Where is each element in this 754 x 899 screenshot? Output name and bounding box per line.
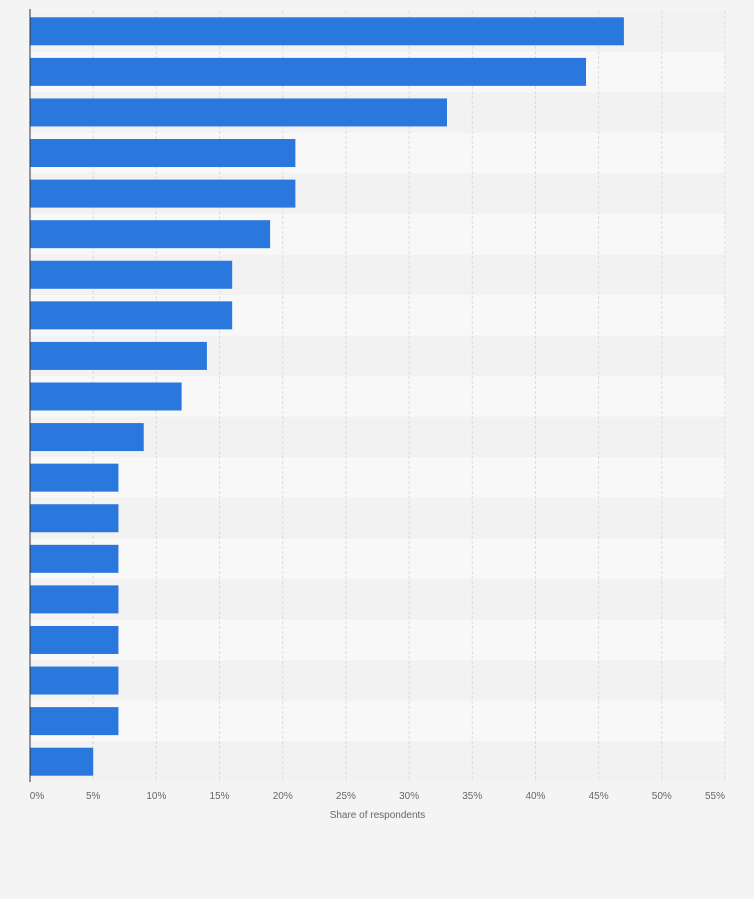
bar[interactable] bbox=[30, 98, 447, 127]
x-tick-label: 50% bbox=[652, 791, 672, 802]
row-band bbox=[30, 619, 725, 661]
bar[interactable] bbox=[30, 139, 296, 168]
bar[interactable] bbox=[30, 423, 144, 452]
x-tick-label: 30% bbox=[399, 791, 419, 802]
row-band bbox=[30, 700, 725, 742]
bar[interactable] bbox=[30, 707, 119, 736]
bar[interactable] bbox=[30, 544, 119, 573]
row-band bbox=[30, 416, 725, 458]
row-band bbox=[30, 741, 725, 782]
bar[interactable] bbox=[30, 57, 586, 86]
row-band bbox=[30, 660, 725, 701]
x-axis-title: Share of respondents bbox=[330, 810, 426, 821]
x-tick-label: 15% bbox=[210, 791, 230, 802]
bar[interactable] bbox=[30, 382, 182, 411]
x-tick-label: 35% bbox=[462, 791, 482, 802]
bars bbox=[30, 17, 624, 776]
bar[interactable] bbox=[30, 17, 624, 46]
x-tick-label: 5% bbox=[86, 791, 101, 802]
x-tick-label: 0% bbox=[30, 791, 45, 802]
row-band bbox=[30, 497, 725, 539]
x-tick-label: 25% bbox=[336, 791, 356, 802]
bar[interactable] bbox=[30, 463, 119, 492]
x-axis-ticks: 0% 5% 10% 15% 20% 25% 30% 35% 40% 45% 50% 55% bbox=[30, 791, 725, 802]
x-tick-label: 10% bbox=[146, 791, 166, 802]
x-tick-label: 20% bbox=[273, 791, 293, 802]
bar[interactable] bbox=[30, 625, 119, 654]
bar[interactable] bbox=[30, 301, 233, 330]
row-band bbox=[30, 579, 725, 620]
bar[interactable] bbox=[30, 341, 207, 370]
row-band bbox=[30, 538, 725, 580]
bar[interactable] bbox=[30, 220, 271, 249]
bar[interactable] bbox=[30, 504, 119, 533]
x-tick-label: 55% bbox=[705, 791, 725, 802]
bar[interactable] bbox=[30, 585, 119, 614]
x-tick-label: 40% bbox=[525, 791, 545, 802]
bar[interactable] bbox=[30, 747, 94, 776]
bar[interactable] bbox=[30, 260, 233, 289]
bar[interactable] bbox=[30, 666, 119, 695]
x-tick-label: 45% bbox=[589, 791, 609, 802]
row-band bbox=[30, 457, 725, 498]
bar[interactable] bbox=[30, 179, 296, 208]
